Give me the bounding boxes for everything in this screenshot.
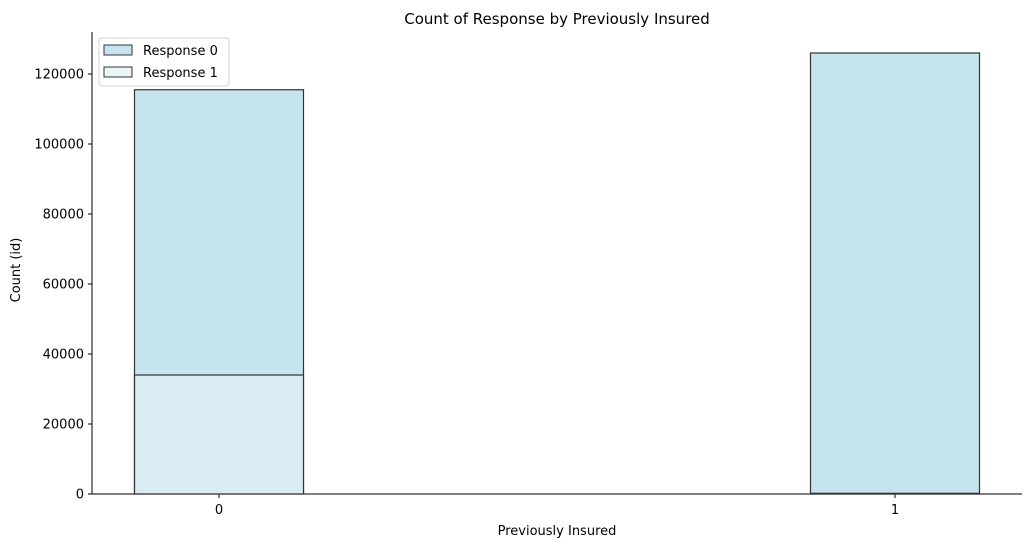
y-tick-label: 80000 — [43, 208, 84, 223]
legend-swatch-response-0 — [103, 44, 133, 56]
bar-response-1-category-1 — [809, 492, 981, 495]
y-axis: 0 20000 40000 60000 80000 100000 120000 — [34, 32, 93, 503]
y-tick-label: 0 — [76, 488, 84, 503]
x-axis-label: Previously Insured — [498, 524, 617, 539]
legend-swatch-response-1 — [103, 66, 133, 78]
y-tick-label: 100000 — [34, 138, 84, 153]
y-axis-label: Count (id) — [9, 238, 24, 303]
legend: Response 0 Response 1 — [98, 37, 230, 87]
bar-response-0-category-1 — [809, 52, 981, 495]
y-tick-label: 60000 — [43, 278, 84, 293]
bar-response-1-category-0 — [133, 374, 305, 495]
x-tick-label: 1 — [891, 503, 899, 518]
bars — [133, 52, 981, 495]
legend-label-response-0: Response 0 — [143, 44, 218, 59]
y-tick-label: 120000 — [34, 68, 84, 83]
legend-label-response-1: Response 1 — [143, 66, 218, 81]
y-tick-label: 40000 — [43, 348, 84, 363]
chart-title: Count of Response by Previously Insured — [404, 10, 710, 28]
x-tick-label: 0 — [215, 503, 223, 518]
y-tick-label: 20000 — [43, 418, 84, 433]
